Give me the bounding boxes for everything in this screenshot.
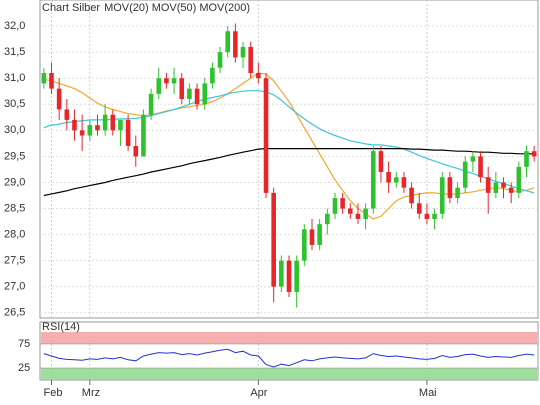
zone-band bbox=[41, 368, 537, 380]
moving-average bbox=[43, 148, 535, 197]
candle-body bbox=[462, 161, 468, 188]
candle-body bbox=[233, 31, 238, 58]
candle-body bbox=[478, 156, 483, 178]
candle-body bbox=[524, 151, 529, 167]
candle-body bbox=[217, 52, 223, 68]
y-tick-label: 30,0 bbox=[4, 124, 25, 136]
candle-body bbox=[225, 31, 231, 53]
y-tick-label: 31,0 bbox=[4, 72, 25, 84]
candle-body bbox=[263, 78, 269, 193]
y-tick-label: 30,5 bbox=[4, 98, 25, 110]
candle-body bbox=[118, 119, 123, 131]
legend-entry: MOV(20) bbox=[104, 2, 149, 14]
candle-body bbox=[317, 224, 322, 246]
candle-body bbox=[501, 182, 506, 188]
candle-body bbox=[340, 198, 345, 209]
x-tick-label: Mrz bbox=[82, 387, 100, 399]
candle-body bbox=[141, 114, 146, 157]
candle-body bbox=[171, 78, 177, 84]
y-tick-label: 75 bbox=[18, 338, 30, 350]
x-tick-label: Apr bbox=[250, 387, 267, 399]
legend-entry: MOV(50) bbox=[152, 2, 197, 14]
candle-body bbox=[56, 88, 62, 110]
candle-body bbox=[210, 67, 215, 84]
candle-body bbox=[72, 119, 77, 131]
candle-body bbox=[370, 151, 376, 209]
candle-body bbox=[531, 151, 537, 157]
candle-body bbox=[64, 109, 70, 120]
candle-body bbox=[279, 260, 284, 287]
panel-title: RSI(14) bbox=[42, 321, 80, 333]
x-tick-label: Mai bbox=[419, 387, 437, 399]
candle-body bbox=[125, 119, 131, 146]
candle-body bbox=[355, 213, 361, 219]
candle-body bbox=[432, 213, 437, 219]
candle-body bbox=[148, 93, 154, 115]
candle-body bbox=[49, 72, 54, 89]
candle-body bbox=[325, 213, 330, 225]
candle-body bbox=[102, 114, 108, 131]
moving-average bbox=[43, 72, 535, 220]
y-tick-label: 32,0 bbox=[4, 20, 25, 32]
y-tick-label: 25 bbox=[18, 362, 30, 374]
candle-body bbox=[386, 172, 391, 183]
candle-body bbox=[393, 177, 399, 183]
chart-title: Chart Silber bbox=[42, 2, 100, 14]
candle-body bbox=[447, 177, 453, 199]
candle-body bbox=[508, 187, 514, 193]
candle-body bbox=[455, 187, 460, 199]
candle-body bbox=[294, 260, 299, 292]
candle-body bbox=[133, 145, 139, 157]
candle-body bbox=[110, 114, 116, 131]
candle-body bbox=[41, 72, 47, 84]
candle-body bbox=[401, 177, 407, 188]
moving-average bbox=[43, 90, 535, 194]
candle-body bbox=[470, 156, 476, 162]
candle-body bbox=[202, 83, 208, 105]
candle-body bbox=[302, 229, 307, 261]
candle-body bbox=[363, 208, 368, 219]
y-tick-label: 28,0 bbox=[4, 228, 25, 240]
candle-body bbox=[256, 72, 261, 79]
candle-body bbox=[378, 151, 384, 173]
candle-body bbox=[240, 46, 246, 58]
candle-body bbox=[87, 125, 93, 136]
y-tick-label: 31,5 bbox=[4, 46, 25, 58]
candle-body bbox=[516, 166, 522, 193]
y-tick-label: 29,0 bbox=[4, 176, 25, 188]
candle-body bbox=[332, 198, 338, 214]
x-tick-label: Feb bbox=[43, 387, 62, 399]
candle-body bbox=[286, 260, 292, 292]
candle-body bbox=[164, 78, 169, 84]
candle-body bbox=[493, 182, 499, 193]
candle-body bbox=[416, 203, 422, 214]
y-tick-label: 27,0 bbox=[4, 281, 25, 293]
candle-body bbox=[248, 46, 253, 73]
candle-body bbox=[424, 213, 430, 219]
candle-body bbox=[179, 78, 185, 100]
legend-entry: MOV(200) bbox=[199, 2, 250, 14]
candle-body bbox=[439, 177, 445, 214]
y-tick-label: 27,5 bbox=[4, 255, 25, 267]
y-tick-label: 28,5 bbox=[4, 202, 25, 214]
candle-body bbox=[309, 229, 315, 246]
candle-body bbox=[95, 125, 100, 131]
candle-body bbox=[409, 187, 414, 204]
candle-body bbox=[347, 208, 353, 214]
candle-body bbox=[79, 130, 85, 136]
candle-body bbox=[194, 88, 200, 105]
candle-body bbox=[187, 88, 192, 100]
y-tick-label: 29,5 bbox=[4, 150, 25, 162]
rsi-line bbox=[43, 348, 535, 368]
y-tick-label: 26,5 bbox=[4, 307, 25, 319]
candle-body bbox=[485, 177, 491, 193]
candle-body bbox=[271, 192, 276, 287]
candle-body bbox=[156, 78, 162, 94]
zone-band bbox=[41, 332, 537, 344]
